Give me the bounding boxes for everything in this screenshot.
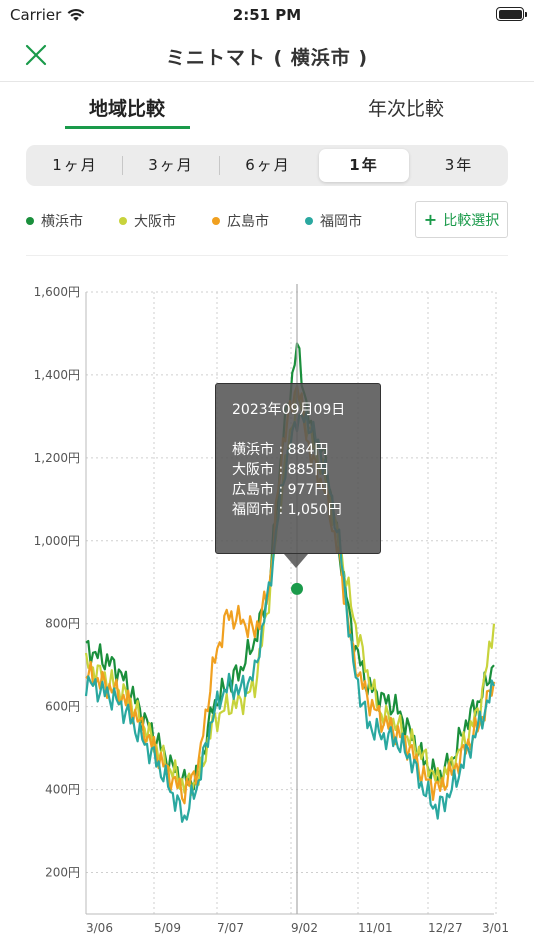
compare-select-button[interactable]: + 比較選択 xyxy=(415,201,508,238)
tooltip-line-osaka: 大阪市 : 885円 xyxy=(232,462,329,478)
battery-icon xyxy=(496,7,527,21)
legend-dot-osaka xyxy=(119,217,127,225)
x-tick-label: 3/01 xyxy=(482,921,509,935)
close-icon[interactable] xyxy=(22,41,50,69)
legend-item-osaka: 大阪市 xyxy=(119,211,176,231)
x-tick-label: 12/27 xyxy=(428,921,463,935)
legend-dot-fukuoka xyxy=(305,217,313,225)
period-3-months[interactable]: 3ヶ月 xyxy=(148,156,194,174)
tab-underline xyxy=(65,126,190,129)
chart-grid xyxy=(85,291,497,915)
y-tick-label: 800円 xyxy=(45,617,80,631)
period-1-month[interactable]: 1ヶ月 xyxy=(52,156,98,174)
wifi-icon xyxy=(67,8,85,21)
tab-year-compare[interactable]: 年次比較 xyxy=(367,98,444,120)
y-tick-label: 1,600円 xyxy=(34,285,80,299)
price-line-chart[interactable]: 1,600円 1,400円 1,200円 1,000円 800円 600円 40… xyxy=(0,262,534,950)
page-title: ミニトマト ( 横浜市 ) xyxy=(165,47,369,69)
y-tick-label: 600円 xyxy=(45,700,80,714)
plus-icon: + xyxy=(423,210,438,229)
legend-dot-yokohama xyxy=(26,217,34,225)
segment-divider xyxy=(219,156,220,175)
tooltip-date: 2023年09月09日 xyxy=(232,402,346,418)
period-6-months[interactable]: 6ヶ月 xyxy=(245,156,291,174)
x-tick-label: 3/06 xyxy=(86,921,113,935)
x-tick-label: 11/01 xyxy=(358,921,393,935)
legend-label-hiroshima: 広島市 xyxy=(227,214,269,230)
y-tick-label: 400円 xyxy=(45,783,80,797)
period-segmented-control: 1ヶ月 3ヶ月 6ヶ月 1年 3年 xyxy=(26,145,508,186)
selection-point xyxy=(291,582,303,595)
y-axis-labels: 1,600円 1,400円 1,200円 1,000円 800円 600円 40… xyxy=(34,285,80,880)
legend-item-yokohama: 横浜市 xyxy=(26,211,83,231)
legend-item-fukuoka: 福岡市 xyxy=(305,211,362,231)
nav-bar: ミニトマト ( 横浜市 ) xyxy=(0,30,534,82)
tooltip-line-yokohama: 横浜市 : 884円 xyxy=(232,442,329,458)
legend-item-hiroshima: 広島市 xyxy=(212,211,269,231)
period-1-year[interactable]: 1年 xyxy=(319,149,409,182)
x-tick-label: 9/02 xyxy=(291,921,318,935)
tooltip-line-fukuoka: 福岡市 : 1,050円 xyxy=(232,502,342,518)
x-tick-label: 5/09 xyxy=(154,921,181,935)
y-tick-label: 1,000円 xyxy=(34,534,80,548)
status-left: Carrier xyxy=(10,6,85,24)
compare-select-label: 比較選択 xyxy=(443,212,500,229)
legend-dot-hiroshima xyxy=(212,217,220,225)
legend-label-osaka: 大阪市 xyxy=(134,214,176,230)
y-tick-label: 1,400円 xyxy=(34,368,80,382)
legend-label-yokohama: 横浜市 xyxy=(41,214,83,230)
carrier-label: Carrier xyxy=(10,6,62,24)
divider xyxy=(26,255,508,256)
legend-label-fukuoka: 福岡市 xyxy=(320,214,362,230)
chart-tooltip: 2023年09月09日 横浜市 : 884円 大阪市 : 885円 広島市 : … xyxy=(215,383,381,554)
segment-divider xyxy=(122,156,123,175)
status-time: 2:51 PM xyxy=(232,6,302,24)
tooltip-arrow xyxy=(284,554,308,568)
period-3-years[interactable]: 3年 xyxy=(444,156,474,174)
status-bar: Carrier 2:51 PM xyxy=(0,0,534,30)
tooltip-line-hiroshima: 広島市 : 977円 xyxy=(232,482,329,498)
y-tick-label: 1,200円 xyxy=(34,451,80,465)
tab-region-compare[interactable]: 地域比較 xyxy=(88,98,165,120)
x-axis-labels: 3/06 5/09 7/07 9/02 11/01 12/27 3/01 xyxy=(86,921,509,935)
y-tick-label: 200円 xyxy=(45,866,80,880)
main-tabs: 地域比較 年次比較 xyxy=(0,82,534,130)
chart-legend: 横浜市 大阪市 広島市 福岡市 + 比較選択 xyxy=(26,200,508,238)
x-tick-label: 7/07 xyxy=(217,921,244,935)
